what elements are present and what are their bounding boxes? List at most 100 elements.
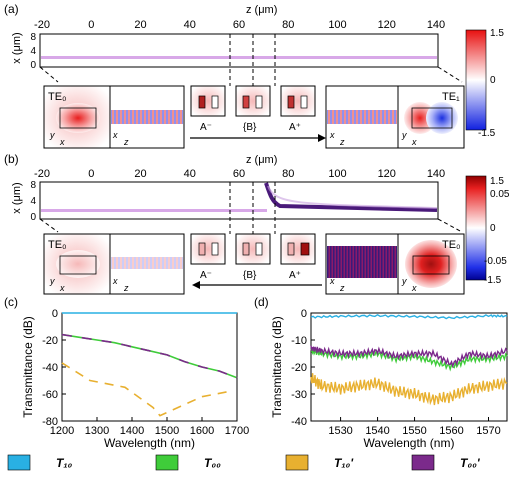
- panel-b-left-prop-axis-z: z: [123, 283, 129, 293]
- panel-a-right-mode-label: TE₁: [442, 91, 460, 103]
- panel-b-right-axis-x: x: [411, 283, 417, 293]
- panel-b-box-a-minus-label: A⁻: [200, 270, 212, 281]
- panel-a-x-ticks: 8 4 0: [30, 32, 36, 71]
- panel-b-z-tick-4: 60: [233, 168, 245, 180]
- panel-b-colorbar-min: -1.5: [484, 275, 502, 286]
- legend-label-3: T₀₀': [460, 456, 481, 470]
- panel-b-colorbar-max: 1.5: [490, 176, 504, 187]
- panel-b-z-tick-8: 140: [427, 168, 445, 180]
- panel-b-z-tick-0: -20: [34, 168, 50, 180]
- chart-c-x-tick-4: 1600: [190, 425, 214, 437]
- panel-a-x-axis-label: x (μm): [11, 32, 23, 63]
- panel-a-z-tick-3: 40: [184, 19, 196, 31]
- legend-swatch-0: [7, 454, 31, 471]
- panel-a-right-waveguide-outline: [411, 107, 453, 129]
- panel-a-box-a-plus-label: A⁺: [289, 122, 301, 133]
- panel-b-z-ticks: -20 0 20 40 60 80 100 120 140: [34, 168, 445, 180]
- chart-d-x-tick-4: 1570: [476, 425, 500, 437]
- panel-b: (b) z (μm) -20 0 20 40 60 80 100 120 140 x (μm) …: [4, 152, 510, 295]
- panel-b-label: (b): [4, 152, 19, 166]
- panel-a-z-tick-7: 120: [378, 19, 396, 31]
- panel-a-right-axis-y: y: [401, 130, 407, 140]
- panel-b-colorbar-inner-min: -0.05: [484, 256, 507, 267]
- panel-a-zoom-line-right: [437, 66, 463, 83]
- panel-a-right-prop-axis-x: x: [329, 130, 335, 140]
- panel-b-field-plot: [39, 181, 439, 220]
- panel-a-left-mode-label: TE₀: [48, 91, 67, 103]
- panel-a-z-tick-8: 140: [427, 19, 445, 31]
- panel-a-colorbar-max: 1.5: [490, 28, 504, 39]
- panel-a-box-b-label: {B}: [243, 122, 257, 133]
- panel-b-colorbar: [465, 175, 487, 281]
- panel-a-box-a-minus: [190, 85, 226, 117]
- panel-b-colorbar-mid: 0: [490, 223, 496, 234]
- panel-a-x-tick-1: 4: [30, 46, 36, 57]
- panel-b-left-prop-axis-x: x: [112, 276, 118, 286]
- panel-b-x-tick-0: 8: [30, 180, 36, 191]
- panel-b-arrow-head: [192, 281, 200, 289]
- panel-b-z-tick-1: 0: [88, 168, 94, 180]
- chart-d-series-t10p: [310, 373, 508, 406]
- chart-d-plot-area: [310, 312, 508, 422]
- panel-a-left-waveguide-outline: [59, 107, 97, 129]
- legend-swatch-3: [411, 454, 435, 471]
- panel-a-field-plot: [39, 33, 439, 68]
- chart-d-y-tick-4: -40: [291, 416, 307, 428]
- chart-d-x-axis-label: Wavelength (nm): [364, 436, 455, 450]
- legend-label-2: T₁₀': [334, 456, 354, 470]
- panel-b-z-tick-6: 100: [328, 168, 346, 180]
- panel-b-left-mode-spot: [56, 250, 100, 278]
- panel-a-arrow-head: [318, 134, 326, 142]
- panel-a-right-mode-spot-blue: [426, 102, 458, 134]
- chart-c-y-tick-0: 0: [52, 308, 58, 320]
- panel-a-box-a-minus-label: A⁻: [200, 122, 212, 133]
- panel-b-right-prop-axis-x: x: [329, 276, 335, 286]
- panel-a-right-prop-axis-z: z: [339, 137, 345, 147]
- panel-a-zoom-line-left: [39, 66, 59, 83]
- panel-b-right-mode-label: TE₀: [442, 239, 461, 251]
- panel-b-left-waveguide-outline: [59, 255, 97, 275]
- chart-c-y-tick-1: -20: [42, 335, 58, 347]
- panel-b-box-b: [235, 233, 271, 265]
- panel-b-right-waveguide-outline: [412, 255, 450, 275]
- chart-d-x-tick-2: 1550: [402, 425, 426, 437]
- chart-d-series-t10: [310, 313, 508, 320]
- panel-b-z-tick-7: 120: [378, 168, 396, 180]
- chart-d-x-tick-0: 1530: [328, 425, 352, 437]
- chart-d-y-axis-label: Transmittance (dB): [270, 316, 284, 418]
- chart-c-x-tick-2: 1400: [120, 425, 144, 437]
- chart-d-y-tick-1: -10: [291, 335, 307, 347]
- panel-a-z-tick-1: 0: [88, 19, 94, 31]
- panel-a-right-propagation-field: [327, 110, 397, 124]
- panel-a-z-tick-5: 80: [282, 19, 294, 31]
- panel-b-left-propagation-field: [111, 257, 183, 269]
- panel-b-box-a-minus: [190, 233, 226, 265]
- panel-b-box-b-label: {B}: [243, 270, 257, 281]
- chart-d: 0 -10 -20 -30 -40 1530 1540 1550 1560 1570 Wavelen…: [270, 308, 508, 450]
- panel-b-coupled-trace-halo: [267, 185, 438, 209]
- panel-a-right-axis-x: x: [411, 137, 417, 147]
- chart-d-y-tick-2: -20: [291, 362, 307, 374]
- panel-b-x-tick-2: 0: [30, 212, 36, 223]
- panel-b-right-axis-y: y: [401, 276, 407, 286]
- chart-c-x-tick-5: 1700: [225, 425, 249, 437]
- chart-c-x-tick-3: 1500: [155, 425, 179, 437]
- panel-a-label: (a): [4, 2, 19, 16]
- chart-d-y-tick-0: 0: [301, 308, 307, 320]
- legend-label-1: T₀₀: [204, 456, 221, 470]
- panel-a-z-tick-2: 20: [134, 19, 146, 31]
- panel-a-box-b: [235, 85, 271, 117]
- legend: T₁₀ T₀₀ T₁₀' T₀₀': [7, 454, 481, 471]
- chart-c-x-tick-1: 1300: [85, 425, 109, 437]
- panel-b-left-axis-x: x: [59, 283, 65, 293]
- panel-b-colorbar-inner-max: 0.05: [490, 189, 510, 200]
- chart-c-series-t00p: [61, 333, 238, 379]
- panel-b-box-a-plus: [280, 233, 316, 265]
- chart-d-series-t00p: [310, 345, 508, 369]
- panel-c-label: (c): [4, 295, 18, 309]
- panel-a-z-tick-4: 60: [233, 19, 245, 31]
- chart-c-x-tick-0: 1200: [50, 425, 74, 437]
- panel-a-z-axis-label: z (μm): [246, 4, 277, 16]
- panel-a-left-axis-y: y: [49, 130, 55, 140]
